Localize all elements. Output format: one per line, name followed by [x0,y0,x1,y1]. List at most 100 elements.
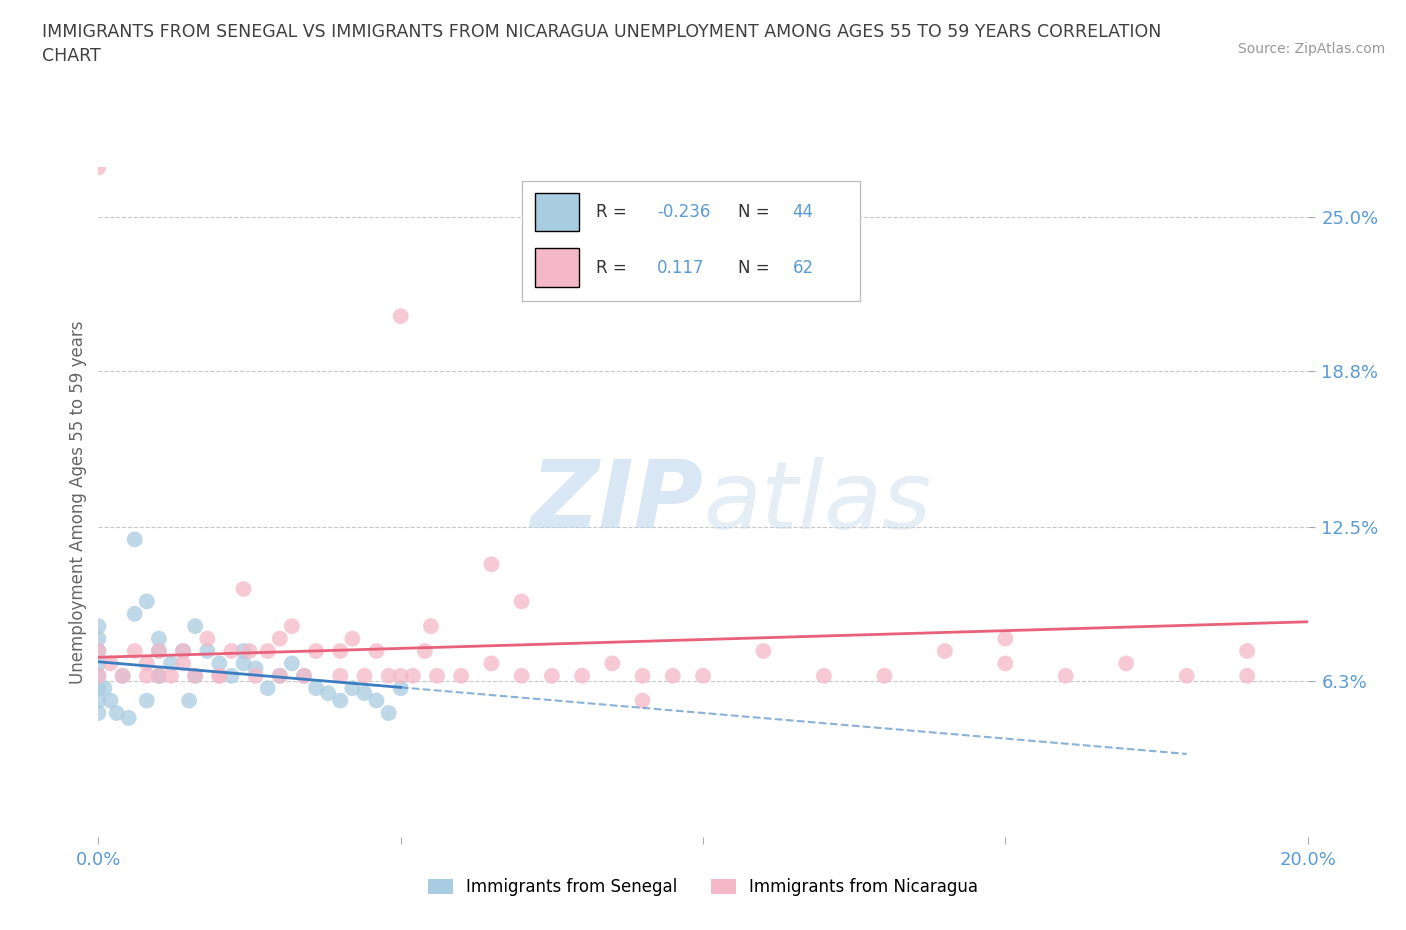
Point [256,681,278,696]
Point [232,644,254,658]
Point [329,669,352,684]
Point [269,669,291,684]
Point [450,669,472,684]
Point [93,681,115,696]
Point [316,685,339,700]
Point [292,669,315,684]
Point [342,681,364,696]
Point [661,669,683,684]
Point [281,656,304,671]
Point [994,631,1017,646]
Point [124,606,146,621]
Point [377,706,399,721]
Point [148,644,170,658]
Point [239,644,262,658]
Text: ZIP: ZIP [530,457,703,548]
Point [426,669,449,684]
Point [135,656,157,671]
Point [540,669,562,684]
Point [631,693,654,708]
Point [389,669,412,684]
Text: IMMIGRANTS FROM SENEGAL VS IMMIGRANTS FROM NICARAGUA UNEMPLOYMENT AMONG AGES 55 : IMMIGRANTS FROM SENEGAL VS IMMIGRANTS FR… [42,23,1161,65]
Point [232,581,254,596]
Point [1175,669,1198,684]
Point [353,685,375,700]
Point [111,669,134,684]
Point [481,656,503,671]
Point [419,618,441,633]
Point [87,631,110,646]
Point [135,669,157,684]
Point [245,661,267,676]
Point [934,644,956,658]
Point [342,631,364,646]
Point [124,532,146,547]
Point [208,669,231,684]
Point [87,693,110,708]
Point [87,669,110,684]
Point [305,644,328,658]
Point [124,644,146,658]
Point [87,618,110,633]
Point [172,644,194,658]
Point [172,644,194,658]
Point [269,669,291,684]
Point [148,669,170,684]
Point [221,644,243,658]
Point [1236,669,1258,684]
Point [195,631,218,646]
Point [221,669,243,684]
Point [413,644,436,658]
Point [692,669,714,684]
Point [105,706,128,721]
Point [389,681,412,696]
Point [100,693,122,708]
Point [1236,644,1258,658]
Point [292,669,315,684]
Point [87,656,110,671]
Point [256,644,278,658]
Legend: Immigrants from Senegal, Immigrants from Nicaragua: Immigrants from Senegal, Immigrants from… [422,871,984,903]
Point [208,656,231,671]
Point [329,644,352,658]
Point [177,693,201,708]
Point [118,711,141,725]
Point [305,681,328,696]
Point [510,669,533,684]
Point [1115,656,1137,671]
Text: Source: ZipAtlas.com: Source: ZipAtlas.com [1237,42,1385,56]
Point [873,669,896,684]
Point [135,594,157,609]
Point [184,669,207,684]
Point [184,669,207,684]
Point [87,160,110,175]
Point [100,656,122,671]
Point [208,669,231,684]
Point [135,693,157,708]
Point [631,669,654,684]
Point [1054,669,1077,684]
Point [148,644,170,658]
Point [752,644,775,658]
Point [377,669,399,684]
Point [571,669,593,684]
Point [160,669,183,684]
Point [87,681,110,696]
Point [148,669,170,684]
Point [402,669,425,684]
Point [353,669,375,684]
Point [195,644,218,658]
Point [510,594,533,609]
Point [366,693,388,708]
Point [148,631,170,646]
Point [87,706,110,721]
Point [269,631,291,646]
Point [481,557,503,572]
Point [389,309,412,324]
Point [245,669,267,684]
Point [87,669,110,684]
Point [329,693,352,708]
Point [813,669,835,684]
Text: atlas: atlas [703,457,931,548]
Point [87,644,110,658]
